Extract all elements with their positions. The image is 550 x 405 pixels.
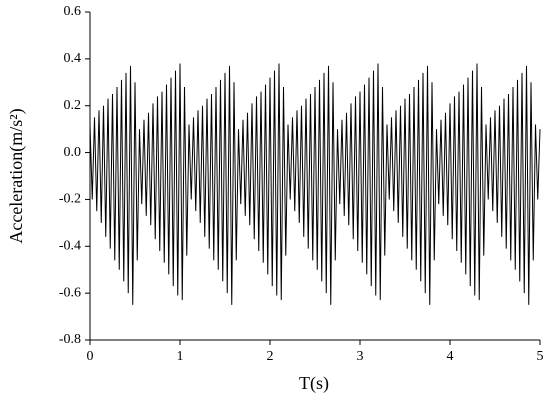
y-axis-label: Acceleration(m/s²)	[6, 108, 27, 243]
y-tick-label: -0.2	[59, 192, 81, 207]
x-tick-label: 4	[447, 349, 454, 364]
y-tick-label: 0.4	[64, 51, 82, 66]
y-tick-label: -0.6	[59, 285, 81, 300]
y-tick-label: -0.8	[59, 332, 81, 347]
y-tick-label: -0.4	[59, 239, 81, 254]
x-tick-label: 5	[537, 349, 544, 364]
y-tick-label: 0.2	[64, 98, 82, 113]
x-tick-label: 1	[177, 349, 184, 364]
x-tick-label: 3	[357, 349, 364, 364]
x-tick-label: 0	[87, 349, 94, 364]
y-tick-label: 0.6	[64, 4, 82, 19]
signal-line	[89, 63, 541, 305]
y-tick-label: 0.0	[64, 145, 82, 160]
x-axis-label: T(s)	[299, 373, 329, 394]
x-tick-label: 2	[267, 349, 274, 364]
